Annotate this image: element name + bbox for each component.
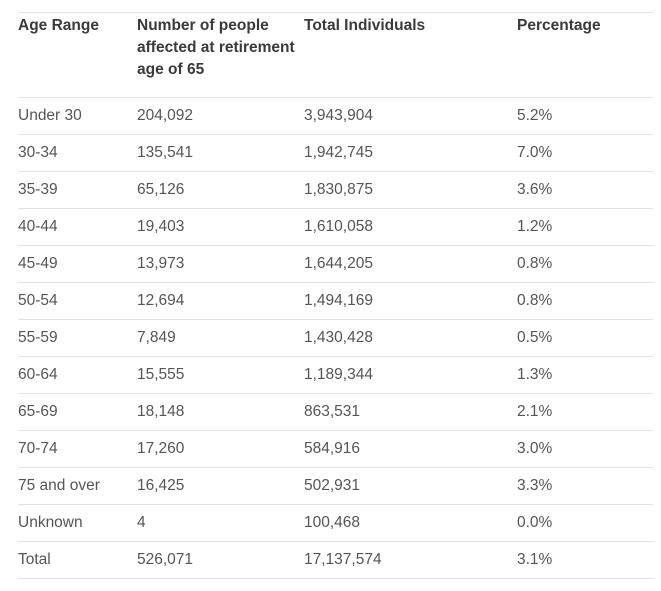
people-affected-cell: 17,260	[137, 440, 185, 457]
percentage-cell: 1.3%	[517, 366, 553, 383]
total-individuals-cell: 100,468	[304, 514, 361, 531]
table-row: 40-44 19,403 1,610,058 1.2%	[18, 209, 653, 246]
people-affected-cell: 19,403	[137, 218, 185, 235]
people-affected-cell: 135,541	[137, 144, 194, 161]
table-row: 55-59 7,849 1,430,428 0.5%	[18, 320, 653, 357]
age-range-cell: 70-74	[18, 440, 58, 457]
people-affected-cell: 15,555	[137, 366, 185, 383]
total-individuals-cell: 584,916	[304, 440, 361, 457]
header-total-individuals: Total Individuals	[304, 17, 426, 34]
header-percentage: Percentage	[517, 17, 601, 34]
total-individuals-cell: 3,943,904	[304, 107, 373, 124]
table-row: 75 and over 16,425 502,931 3.3%	[18, 468, 653, 505]
age-range-cell: 35-39	[18, 181, 58, 198]
people-affected-cell: 65,126	[137, 181, 185, 198]
people-affected-cell: 18,148	[137, 403, 185, 420]
total-individuals-cell: 17,137,574	[304, 551, 382, 568]
total-individuals-cell: 1,830,875	[304, 181, 373, 198]
percentage-cell: 3.0%	[517, 440, 553, 457]
total-individuals-cell: 1,644,205	[304, 255, 373, 272]
age-range-cell: 50-54	[18, 292, 58, 309]
percentage-cell: 0.0%	[517, 514, 553, 531]
people-affected-cell: 16,425	[137, 477, 185, 494]
percentage-cell: 0.8%	[517, 292, 553, 309]
percentage-cell: 0.8%	[517, 255, 553, 272]
age-range-cell: Under 30	[18, 107, 82, 124]
people-affected-cell: 526,071	[137, 551, 194, 568]
table-row: 45-49 13,973 1,644,205 0.8%	[18, 246, 653, 283]
age-range-cell: Unknown	[18, 514, 83, 531]
table-row: 30-34 135,541 1,942,745 7.0%	[18, 135, 653, 172]
age-range-cell: 60-64	[18, 366, 58, 383]
people-affected-cell: 12,694	[137, 292, 185, 309]
table-row: 50-54 12,694 1,494,169 0.8%	[18, 283, 653, 320]
people-affected-cell: 13,973	[137, 255, 185, 272]
age-range-cell: 40-44	[18, 218, 58, 235]
age-range-cell: 45-49	[18, 255, 58, 272]
table-row: Under 30 204,092 3,943,904 5.2%	[18, 98, 653, 135]
total-individuals-cell: 1,430,428	[304, 329, 373, 346]
total-individuals-cell: 1,494,169	[304, 292, 373, 309]
total-individuals-cell: 502,931	[304, 477, 361, 494]
total-individuals-cell: 1,942,745	[304, 144, 373, 161]
age-range-cell: 30-34	[18, 144, 58, 161]
percentage-cell: 0.5%	[517, 329, 553, 346]
percentage-cell: 2.1%	[517, 403, 553, 420]
table-row: Total 526,071 17,137,574 3.1%	[18, 542, 653, 579]
people-affected-cell: 7,849	[137, 329, 176, 346]
table-row: Unknown 4 100,468 0.0%	[18, 505, 653, 542]
percentage-cell: 3.1%	[517, 551, 553, 568]
table-row: 60-64 15,555 1,189,344 1.3%	[18, 357, 653, 394]
total-individuals-cell: 1,610,058	[304, 218, 373, 235]
percentage-cell: 3.6%	[517, 181, 553, 198]
table-body: Under 30 204,092 3,943,904 5.2% 30-34 135,541…	[18, 98, 653, 579]
total-individuals-cell: 863,531	[304, 403, 361, 420]
header-people-affected: Number of people affected at retirement …	[137, 17, 295, 78]
percentage-cell: 5.2%	[517, 107, 553, 124]
table-header-row: Age Range Number of people affected at r…	[18, 13, 653, 98]
table-row: 35-39 65,126 1,830,875 3.6%	[18, 172, 653, 209]
header-age-range: Age Range	[18, 17, 99, 34]
age-range-cell: Total	[18, 551, 51, 568]
percentage-cell: 3.3%	[517, 477, 553, 494]
table-row: 70-74 17,260 584,916 3.0%	[18, 431, 653, 468]
percentage-cell: 7.0%	[517, 144, 553, 161]
table-row: 65-69 18,148 863,531 2.1%	[18, 394, 653, 431]
total-individuals-cell: 1,189,344	[304, 366, 373, 383]
data-table: Age Range Number of people affected at r…	[18, 12, 653, 579]
age-range-cell: 65-69	[18, 403, 58, 420]
percentage-cell: 1.2%	[517, 218, 553, 235]
people-affected-cell: 204,092	[137, 107, 194, 124]
people-affected-cell: 4	[137, 514, 146, 531]
age-range-cell: 75 and over	[18, 477, 100, 494]
age-range-cell: 55-59	[18, 329, 58, 346]
